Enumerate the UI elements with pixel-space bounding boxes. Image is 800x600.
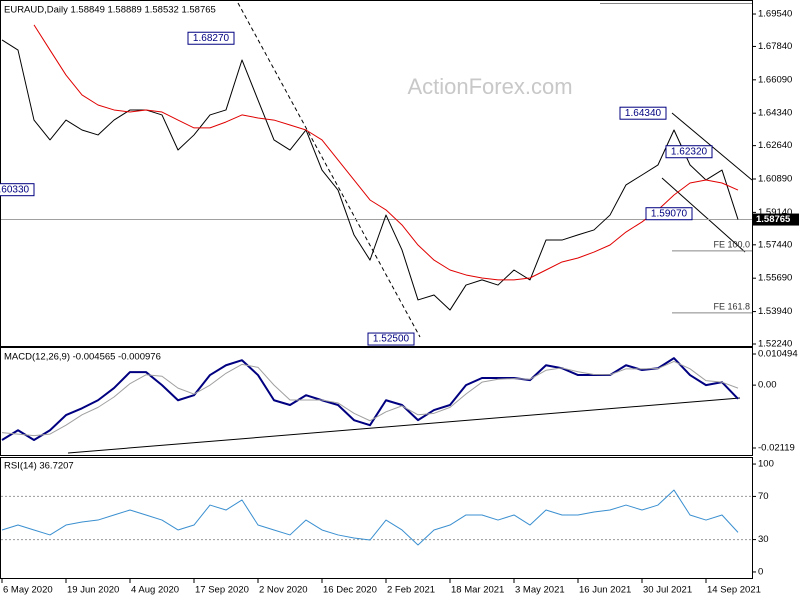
channel-line <box>661 177 746 253</box>
x-tick-label: 4 Aug 2020 <box>131 585 179 596</box>
series-line <box>1 360 739 437</box>
panel-title: MACD(12,26,9) -0.004565 -0.000976 <box>4 352 161 363</box>
price-label: 1.58765 <box>756 214 791 225</box>
y-tick-label: 100 <box>758 459 774 470</box>
x-tick-label: 2 Nov 2020 <box>259 585 308 596</box>
y-tick-label: 1.66090 <box>758 74 792 85</box>
y-tick-label: 1.53940 <box>758 306 792 317</box>
x-tick-label: 6 May 2020 <box>3 585 53 596</box>
y-tick-label: 70 <box>758 491 769 502</box>
annotation-label: 1.62320 <box>671 146 708 157</box>
annotation-box <box>187 31 235 45</box>
annotation-label: 1.64340 <box>625 108 662 119</box>
annotation-label: 1.59070 <box>651 208 688 219</box>
watermark: ActionForex.com <box>407 74 572 99</box>
rsi-panel <box>0 457 753 579</box>
y-tick-label: 1.59140 <box>758 207 792 218</box>
y-tick-label: 1.60890 <box>758 174 792 185</box>
price-label-box <box>753 213 799 226</box>
annotation-label: 1.60330 <box>0 184 30 195</box>
y-tick-label: 1.67840 <box>758 41 792 52</box>
y-tick-label: -0.02119 <box>758 443 795 454</box>
y-tick-label: 1.64340 <box>758 108 792 119</box>
series-line <box>1 489 739 546</box>
annotation-box <box>645 207 693 221</box>
y-tick-label: 1.57440 <box>758 239 792 250</box>
fib-label: 38.2 <box>732 0 750 2</box>
x-tick-label: 18 Mar 2021 <box>451 585 504 596</box>
annotation-box <box>367 332 415 346</box>
y-tick-label: 0.00 <box>758 380 777 391</box>
annotation-label: 1.52500 <box>373 334 410 345</box>
x-tick-label: 17 Sep 2020 <box>195 585 249 596</box>
series-line <box>1 39 739 311</box>
panel-title: RSI(14) 36.7207 <box>4 461 74 472</box>
x-tick-label: 2 Feb 2021 <box>387 585 435 596</box>
y-tick-label: 1.62640 <box>758 140 792 151</box>
annotation-box <box>0 183 35 197</box>
macd-panel <box>0 347 753 456</box>
fib-label: FE 161.8 <box>713 301 750 311</box>
macd-trend-line <box>67 397 741 454</box>
x-tick-label: 30 Jul 2021 <box>643 585 692 596</box>
annotation-box <box>665 145 713 159</box>
y-tick-label: 30 <box>758 534 769 545</box>
annotation-label: 1.68270 <box>193 33 230 44</box>
panel-title: EURAUD,Daily 1.58849 1.58889 1.58532 1.5… <box>4 5 216 16</box>
series-line <box>33 24 739 281</box>
x-tick-label: 3 May 2021 <box>515 585 565 596</box>
y-tick-label: 1.55690 <box>758 273 792 284</box>
series-line <box>1 357 739 442</box>
fib-label: FE 100.0 <box>713 239 750 249</box>
y-tick-label: 0 <box>758 566 763 577</box>
x-tick-label: 16 Dec 2020 <box>323 585 377 596</box>
y-tick-label: 1.52240 <box>758 339 792 350</box>
y-tick-label: 0.010494 <box>758 349 798 360</box>
price-panel <box>0 0 753 347</box>
y-tick-label: 1.69540 <box>758 9 792 20</box>
x-tick-label: 16 Jun 2021 <box>579 585 631 596</box>
annotation-box <box>619 106 667 120</box>
x-tick-label: 14 Sep 2021 <box>707 585 761 596</box>
trend-line <box>237 2 421 338</box>
x-tick-label: 19 Jun 2020 <box>67 585 119 596</box>
